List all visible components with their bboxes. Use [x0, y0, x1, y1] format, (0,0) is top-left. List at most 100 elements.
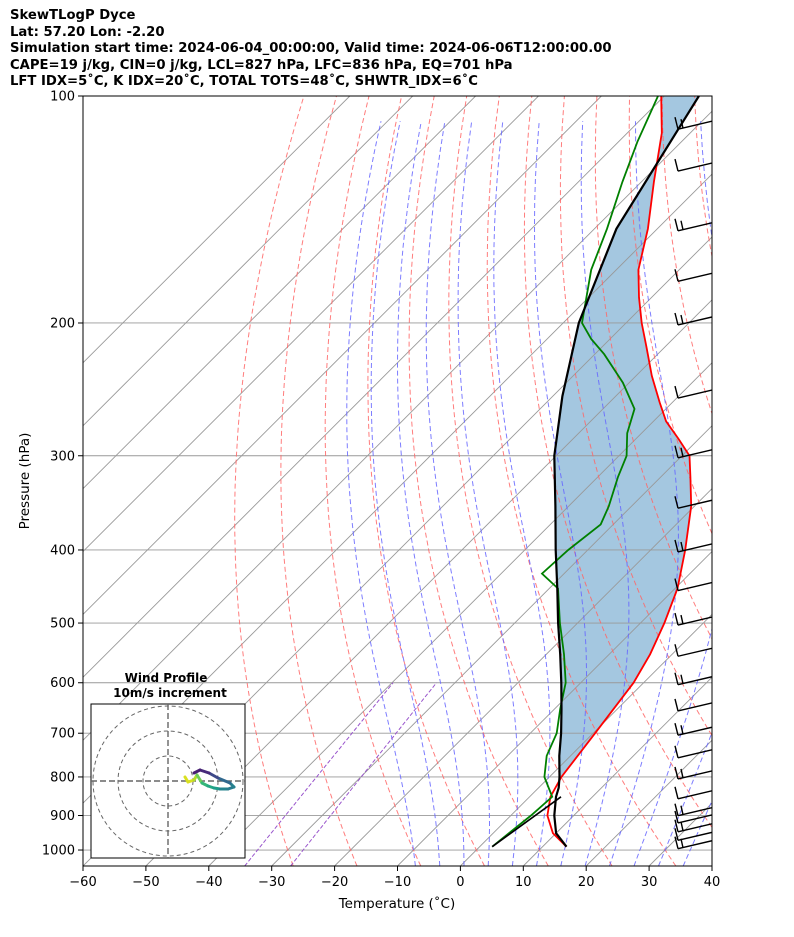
wind-barb-flag [680, 314, 684, 325]
mixing-ratio-line [290, 682, 437, 866]
isotherm-line [711, 865, 712, 866]
wind-barb [674, 539, 712, 553]
wind-barb-flag [674, 828, 679, 841]
hodograph-subtitle: 10m/s increment [113, 686, 227, 700]
wind-barb-flag [674, 786, 679, 799]
y-tick-label: 400 [50, 543, 75, 558]
dry-adiabat-line [280, 96, 358, 866]
header-station: SkewTLogP Dyce [10, 8, 136, 23]
wind-barb [674, 445, 712, 459]
wind-barb [674, 385, 712, 399]
hodograph-trace-segment [195, 773, 204, 785]
isotherm-line [208, 362, 712, 866]
wind-barb-flag [674, 269, 679, 282]
temperature-line [546, 96, 693, 848]
wind-barb-flag [680, 447, 684, 457]
wind-barb-flag [680, 541, 684, 552]
wind-barb-flag [674, 810, 679, 824]
wind-barb [674, 698, 712, 712]
wind-barb-flag [674, 745, 679, 758]
parcel-dewpoint-segment [491, 796, 562, 848]
wind-barb-shaft [677, 814, 712, 824]
wind-barb-flag [674, 539, 679, 553]
isotherm-line [334, 487, 712, 866]
wind-barb-flag [674, 766, 679, 780]
wind-barb-flag [674, 385, 679, 399]
moist-adiabat-line [682, 799, 712, 866]
isotherm-line [83, 96, 476, 490]
wind-barb-flag [674, 644, 679, 657]
x-tick-label: −20 [321, 875, 348, 890]
wind-barb-flag [674, 698, 679, 712]
y-tick-label: 500 [50, 617, 75, 632]
hodograph-inset: Wind Profile 10m/s increment [90, 671, 246, 859]
hodograph-plot [91, 704, 245, 858]
dry-adiabat-line [523, 96, 712, 829]
wind-barb-flag [674, 819, 679, 832]
profile-layer [491, 96, 700, 848]
wind-barb-shaft [677, 120, 712, 130]
parcel-line [553, 96, 700, 848]
y-axis-title: Pressure (hPa) [17, 433, 33, 530]
wind-barb-flag [674, 117, 679, 130]
wind-barb-flag [680, 768, 684, 779]
wind-barb [674, 803, 712, 817]
wind-barb-flag [680, 821, 684, 831]
isotherm-line [522, 676, 712, 866]
y-axis: 100 200 300 400 500 600 700 800 900 1000 [42, 90, 83, 859]
wind-barb-shaft [677, 316, 712, 326]
x-axis: −60 −50 −40 −30 −20 −10 0 10 20 30 40 [69, 866, 720, 890]
hodograph-trace-segment [216, 776, 232, 785]
isotherm-line [83, 96, 665, 678]
wind-barb-shaft [677, 616, 712, 626]
isotherm-line [83, 96, 414, 427]
mixing-ratio-line [244, 682, 394, 866]
wind-barb [674, 672, 712, 686]
wind-barb-flag [680, 119, 684, 129]
wind-barb-flag [674, 836, 679, 849]
wind-barb-flag [674, 496, 679, 509]
hodograph-title: Wind Profile [125, 671, 208, 685]
moist-adiabat-line [425, 121, 490, 866]
isotherm-line [397, 550, 712, 866]
chart-header: SkewTLogP Dyce Lat: 57.20 Lon: -2.20 Sim… [10, 8, 612, 91]
dry-adiabat-line [661, 96, 712, 416]
isotherm-line [460, 613, 712, 866]
isotherm-line [775, 96, 794, 866]
wind-barb-shaft [677, 162, 712, 172]
wind-barbs [674, 117, 712, 850]
dry-adiabat-line [760, 96, 794, 866]
isotherm-line [83, 110, 712, 741]
wind-barb [674, 578, 712, 592]
wind-barb-flag [680, 805, 684, 815]
wind-barb-shaft [677, 726, 712, 736]
x-tick-label: −50 [132, 875, 159, 890]
x-tick-label: 10 [515, 875, 532, 890]
wind-barb-flag [680, 674, 684, 684]
header-location: Lat: 57.20 Lon: -2.20 [10, 24, 165, 40]
y-tick-label: 100 [50, 90, 75, 105]
wind-barb [674, 312, 712, 326]
wind-barb-shaft [677, 770, 712, 780]
wind-barb [674, 786, 712, 800]
wind-barb-shaft [677, 222, 712, 232]
wind-barb-flag [680, 725, 684, 735]
wind-barb-shaft [677, 272, 712, 282]
wind-barb-shaft [677, 449, 712, 459]
dry-adiabat-line [234, 96, 305, 866]
wind-barb-flag [674, 723, 679, 736]
isotherm-line [145, 299, 712, 866]
y-tick-label: 1000 [42, 844, 75, 859]
y-tick-label: 700 [50, 727, 75, 742]
x-tick-label: 30 [641, 875, 658, 890]
x-tick-label: 20 [578, 875, 595, 890]
wind-barb-shaft [677, 581, 712, 592]
y-tick-label: 600 [50, 676, 75, 691]
hodograph-trace-segment [192, 768, 202, 775]
wind-barb [674, 612, 712, 626]
wind-barb [674, 819, 712, 833]
hodograph-trace-segment [207, 771, 220, 780]
dry-adiabat-line [408, 96, 549, 866]
y-tick-label: 300 [50, 449, 75, 464]
wind-barb-shaft [677, 543, 712, 553]
